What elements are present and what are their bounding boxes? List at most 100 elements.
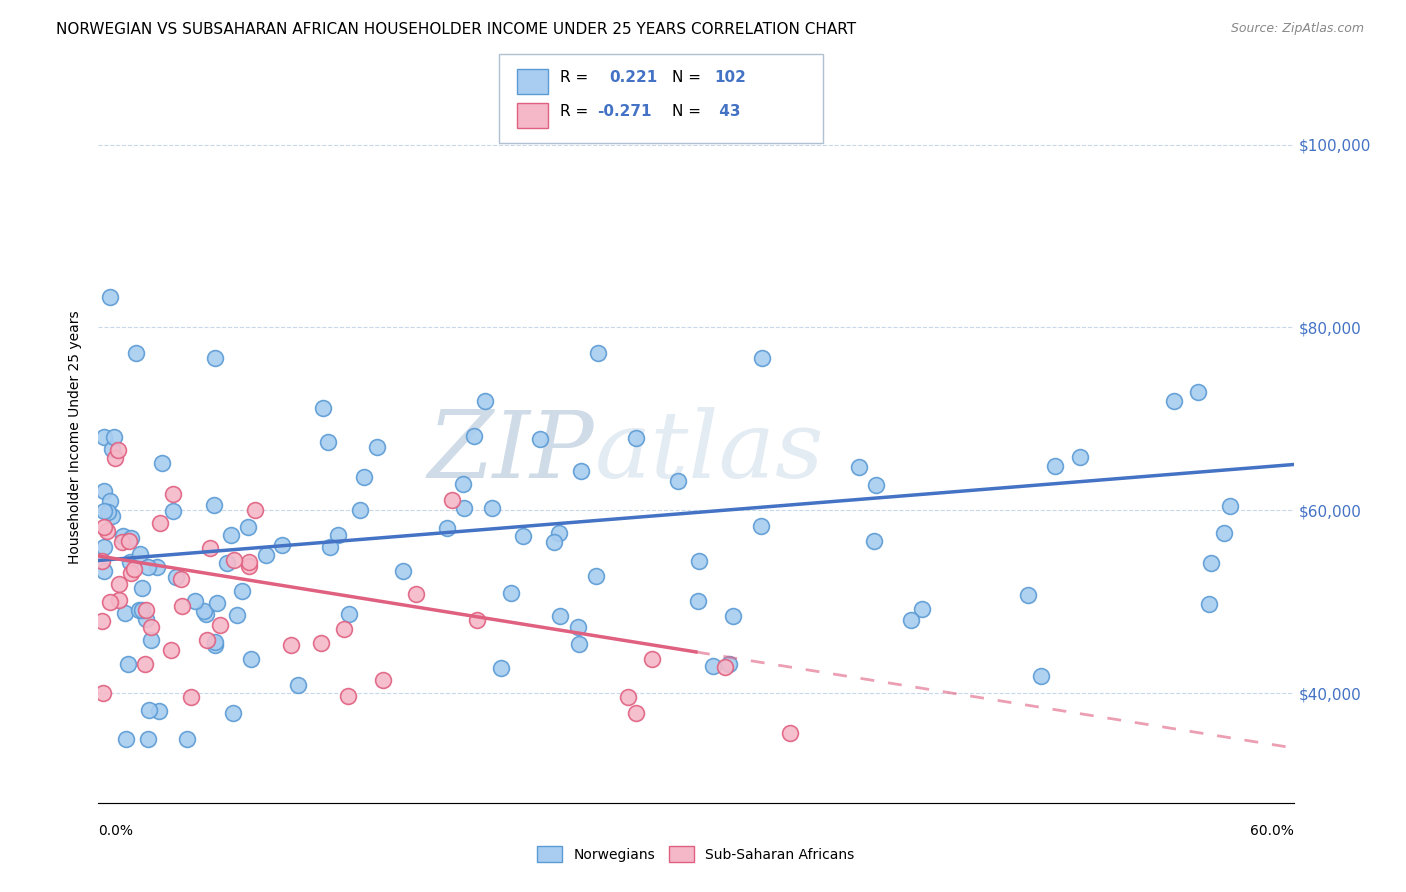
Point bbox=[97, 504, 120, 518]
Point bbox=[271, 538, 294, 552]
Point bbox=[499, 586, 522, 600]
Text: R =: R = bbox=[560, 70, 593, 85]
Point bbox=[108, 593, 131, 607]
Point bbox=[204, 638, 226, 652]
Point bbox=[900, 613, 922, 627]
Point bbox=[463, 429, 485, 443]
Point bbox=[717, 657, 740, 672]
Point bbox=[245, 502, 267, 516]
Text: N =: N = bbox=[672, 104, 702, 119]
Point bbox=[100, 509, 122, 524]
Point bbox=[93, 520, 115, 534]
Point bbox=[176, 731, 198, 746]
Point bbox=[93, 504, 115, 518]
Point bbox=[131, 603, 153, 617]
Point bbox=[136, 560, 159, 574]
Text: 60.0%: 60.0% bbox=[1250, 824, 1294, 838]
Point bbox=[141, 632, 163, 647]
Point bbox=[238, 558, 260, 573]
Point bbox=[311, 635, 333, 649]
Point bbox=[204, 635, 226, 649]
Y-axis label: Householder Income Under 25 years: Householder Income Under 25 years bbox=[69, 310, 83, 564]
Point bbox=[588, 346, 610, 360]
Text: R =: R = bbox=[560, 104, 593, 119]
Point bbox=[254, 548, 277, 562]
Point bbox=[326, 527, 349, 541]
Text: 102: 102 bbox=[714, 70, 747, 85]
Point bbox=[96, 524, 118, 539]
Point bbox=[146, 560, 169, 574]
Point bbox=[865, 477, 887, 491]
Point bbox=[141, 620, 163, 634]
Point bbox=[1198, 597, 1220, 611]
Point bbox=[441, 493, 464, 508]
Point bbox=[702, 658, 724, 673]
Point bbox=[626, 706, 648, 720]
Point bbox=[451, 477, 474, 491]
Point bbox=[193, 604, 215, 618]
Text: 43: 43 bbox=[714, 104, 741, 119]
Point bbox=[117, 657, 139, 671]
Text: Source: ZipAtlas.com: Source: ZipAtlas.com bbox=[1230, 22, 1364, 36]
Point bbox=[568, 637, 591, 651]
Point bbox=[152, 456, 174, 470]
Point bbox=[371, 673, 394, 687]
Point bbox=[205, 596, 228, 610]
Point bbox=[571, 464, 593, 478]
Point bbox=[114, 606, 136, 620]
Point bbox=[169, 573, 191, 587]
Point bbox=[93, 541, 115, 555]
Point bbox=[91, 614, 114, 628]
Text: 0.0%: 0.0% bbox=[98, 824, 134, 838]
Point bbox=[666, 475, 689, 489]
Point bbox=[111, 535, 134, 549]
Point bbox=[108, 577, 131, 591]
Point bbox=[238, 520, 260, 534]
Point bbox=[226, 607, 249, 622]
Point bbox=[134, 657, 156, 672]
Point bbox=[204, 351, 226, 365]
Point bbox=[114, 731, 136, 746]
Point bbox=[124, 562, 146, 576]
Point bbox=[93, 564, 115, 578]
Point bbox=[641, 652, 664, 666]
Point bbox=[911, 602, 934, 616]
Point bbox=[287, 678, 309, 692]
Point bbox=[318, 434, 340, 449]
Point bbox=[714, 660, 737, 674]
Text: -0.271: -0.271 bbox=[598, 104, 652, 119]
Point bbox=[1187, 385, 1209, 400]
Point bbox=[405, 587, 427, 601]
Point bbox=[91, 554, 114, 568]
Point bbox=[180, 690, 202, 705]
Point bbox=[624, 431, 647, 445]
Point bbox=[238, 555, 260, 569]
Point bbox=[1069, 450, 1091, 464]
Point bbox=[548, 608, 571, 623]
Point bbox=[202, 499, 225, 513]
Point bbox=[162, 486, 184, 500]
Point bbox=[184, 594, 207, 608]
Point bbox=[135, 603, 157, 617]
Point bbox=[128, 602, 150, 616]
Point bbox=[749, 518, 772, 533]
Point bbox=[118, 555, 141, 569]
Text: atlas: atlas bbox=[595, 407, 824, 497]
Point bbox=[195, 633, 218, 648]
Point bbox=[863, 533, 886, 548]
Point bbox=[481, 501, 503, 516]
Point bbox=[98, 494, 121, 508]
Point bbox=[1031, 669, 1053, 683]
Point bbox=[135, 612, 157, 626]
Point bbox=[104, 451, 127, 466]
Point bbox=[1201, 556, 1223, 570]
Point bbox=[1043, 458, 1066, 473]
Point bbox=[149, 516, 172, 531]
Point bbox=[215, 557, 238, 571]
Point bbox=[98, 595, 121, 609]
Point bbox=[848, 459, 870, 474]
Point bbox=[617, 690, 640, 705]
Point bbox=[474, 393, 496, 408]
Point bbox=[353, 470, 375, 484]
Point bbox=[547, 526, 569, 541]
